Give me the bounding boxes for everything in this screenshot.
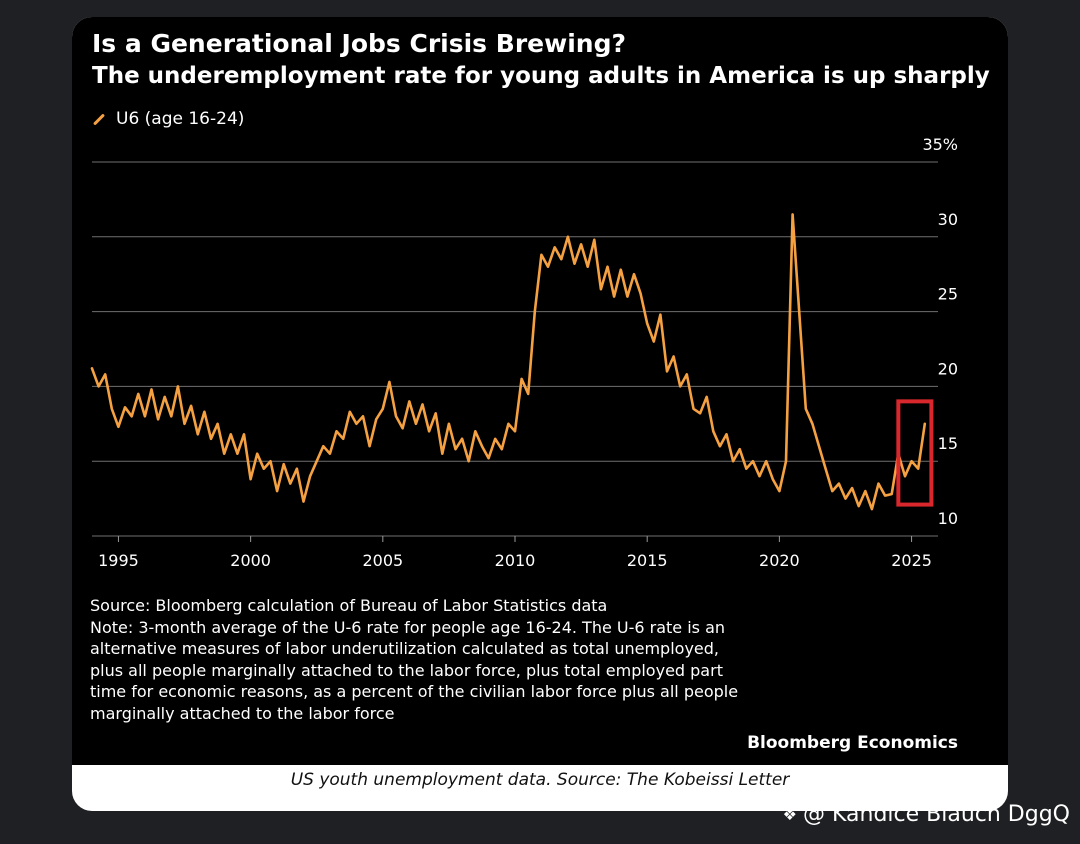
source-note: Source: Bloomberg calculation of Bureau … [90,596,608,615]
x-tick-label: 1995 [98,551,139,570]
x-tick-label: 2020 [759,551,800,570]
watermark-text: @ Kandice Blauch DggQ [802,802,1070,827]
y-tick-label: 10 [938,509,958,528]
y-tick-label: 20 [938,359,958,378]
image-caption: US youth unemployment data. Source: The … [290,770,790,790]
series-line-u6 [90,213,927,511]
method-note: Note: 3-month average of the U-6 rate fo… [90,617,739,723]
x-tick-label: 2025 [891,551,932,570]
chart-notes: Source: Bloomberg calculation of Bureau … [90,595,750,724]
y-tick-label: 25 [938,285,958,304]
x-tick-label: 2005 [362,551,403,570]
y-tick-label: 30 [938,210,958,229]
series-lines [90,213,927,511]
x-tick-label: 2000 [230,551,271,570]
highlight-box-layer [896,399,934,507]
chart-legend: U6 (age 16-24) [92,109,244,129]
watermark: ❖ @ Kandice Blauch DggQ [783,802,1070,827]
highlight-box [896,399,934,507]
y-tick-labels: 10 15 20 25 30 35% [922,135,958,528]
chart-subtitle: The underemployment rate for young adult… [92,63,990,89]
x-tick-label: 2015 [627,551,668,570]
chart-panel: Is a Generational Jobs Crisis Brewing? T… [72,17,1008,765]
chart-title: Is a Generational Jobs Crisis Brewing? [92,29,626,58]
post-card: Is a Generational Jobs Crisis Brewing? T… [72,17,1008,811]
y-tick-label: 35% [922,135,958,154]
legend-label: U6 (age 16-24) [116,109,245,129]
grid-lines [92,161,938,537]
binance-diamond-icon: ❖ [782,805,797,824]
bloomberg-economics-logo: Bloomberg Economics [747,733,958,753]
y-tick-label: 15 [938,434,958,453]
x-tick-labels: 1995 2000 2005 2010 2015 2020 2025 [98,536,932,570]
x-tick-label: 2010 [495,551,536,570]
